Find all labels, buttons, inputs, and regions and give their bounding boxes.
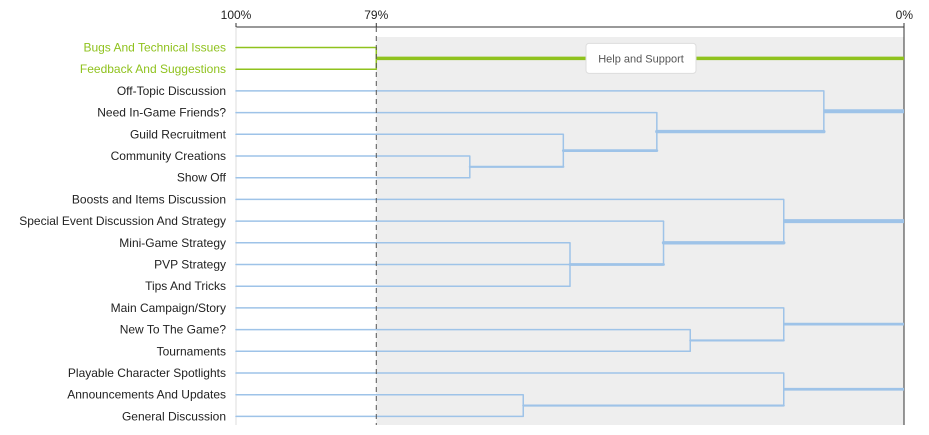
tooltip-box bbox=[585, 42, 697, 74]
dendrogram-branches bbox=[235, 46, 904, 418]
plot-background bbox=[376, 37, 904, 425]
leaf-label-pvp: PVP Strategy bbox=[154, 258, 226, 272]
leaf-label-bugs: Bugs And Technical Issues bbox=[83, 41, 226, 55]
leaf-label-campaign: Main Campaign/Story bbox=[111, 301, 226, 315]
leaf-label-feedback: Feedback And Suggestions bbox=[80, 62, 226, 76]
leaf-label-showoff: Show Off bbox=[177, 171, 227, 185]
x-tick-label: 0% bbox=[896, 8, 914, 22]
cluster-tooltip: Help and Support bbox=[585, 42, 697, 74]
leaf-label-guild: Guild Recruitment bbox=[130, 127, 227, 141]
leaf-label-offtopic: Off-Topic Discussion bbox=[117, 84, 226, 98]
leaf-labels: Bugs And Technical Issues Feedback And Su… bbox=[19, 41, 226, 424]
leaf-label-playable: Playable Character Spotlights bbox=[68, 366, 226, 380]
leaf-label-tips: Tips And Tricks bbox=[145, 279, 226, 293]
leaf-label-minigame: Mini-Game Strategy bbox=[119, 236, 226, 250]
leaf-label-community: Community Creations bbox=[111, 149, 226, 163]
leaf-label-general: General Discussion bbox=[122, 409, 226, 423]
tooltip-text: Help and Support bbox=[598, 53, 684, 65]
leaf-label-special: Special Event Discussion And Strategy bbox=[19, 214, 226, 228]
leaf-label-announce: Announcements And Updates bbox=[67, 388, 226, 402]
x-axis: 100% 79% 0% bbox=[221, 8, 914, 425]
x-tick-label: 100% bbox=[221, 8, 252, 22]
leaf-label-newto: New To The Game? bbox=[120, 323, 227, 337]
leaf-label-boosts: Boosts and Items Discussion bbox=[72, 192, 226, 206]
leaf-label-friends: Need In-Game Friends? bbox=[97, 106, 226, 120]
leaf-label-tournaments: Tournaments bbox=[157, 344, 226, 358]
x-tick-label: 79% bbox=[364, 8, 388, 22]
